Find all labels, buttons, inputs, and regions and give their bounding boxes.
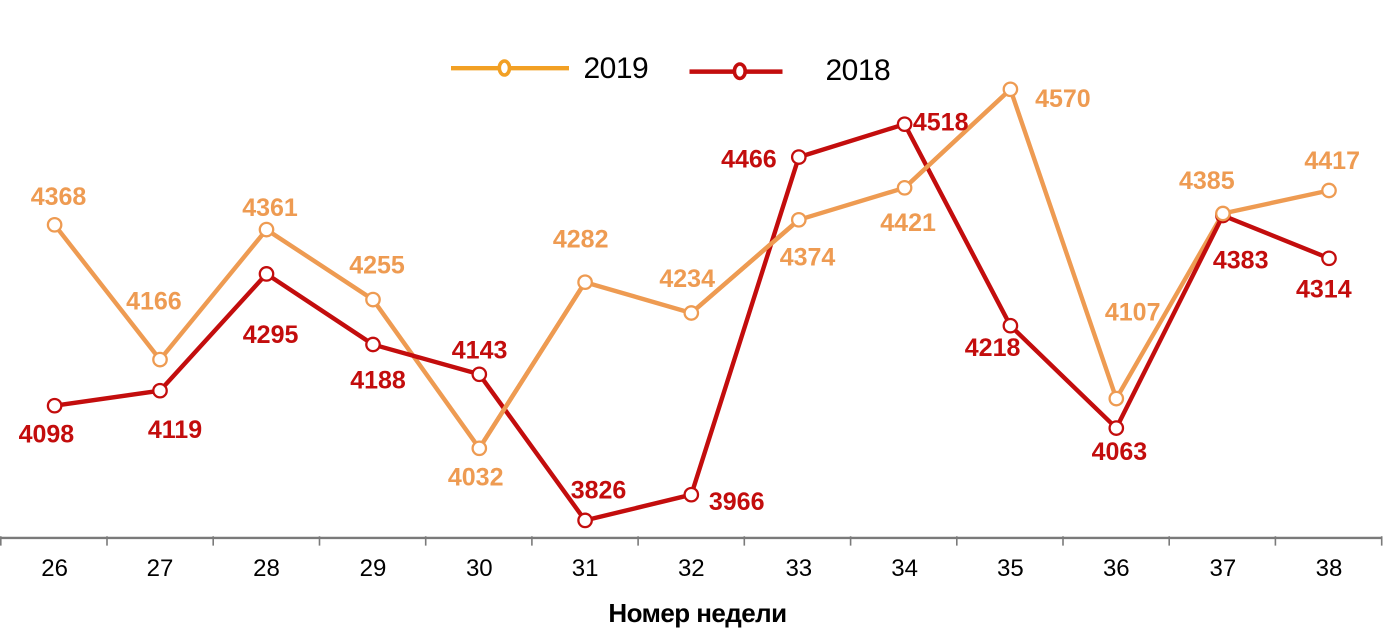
svg-text:3966: 3966 bbox=[709, 488, 765, 516]
svg-text:4295: 4295 bbox=[243, 321, 299, 349]
svg-text:4361: 4361 bbox=[242, 194, 298, 222]
svg-text:4314: 4314 bbox=[1296, 275, 1352, 303]
svg-text:4234: 4234 bbox=[659, 265, 715, 293]
svg-text:31: 31 bbox=[572, 555, 599, 582]
svg-text:4218: 4218 bbox=[965, 334, 1021, 362]
svg-text:4188: 4188 bbox=[350, 367, 406, 395]
svg-text:2019: 2019 bbox=[584, 52, 649, 85]
svg-text:4282: 4282 bbox=[553, 225, 609, 253]
svg-text:4374: 4374 bbox=[780, 244, 836, 272]
svg-text:35: 35 bbox=[997, 555, 1024, 582]
svg-text:37: 37 bbox=[1210, 555, 1237, 582]
svg-text:4143: 4143 bbox=[452, 337, 508, 365]
svg-text:4421: 4421 bbox=[880, 209, 936, 237]
svg-text:4518: 4518 bbox=[913, 109, 969, 137]
svg-text:26: 26 bbox=[41, 555, 68, 582]
svg-text:4063: 4063 bbox=[1092, 438, 1148, 466]
svg-text:2018: 2018 bbox=[826, 54, 891, 87]
svg-text:30: 30 bbox=[466, 555, 493, 582]
svg-text:32: 32 bbox=[678, 555, 705, 582]
svg-text:33: 33 bbox=[785, 555, 812, 582]
svg-text:4166: 4166 bbox=[126, 288, 182, 316]
svg-text:4032: 4032 bbox=[448, 464, 504, 492]
svg-text:4107: 4107 bbox=[1105, 298, 1161, 326]
svg-text:4383: 4383 bbox=[1213, 247, 1269, 275]
svg-text:4385: 4385 bbox=[1179, 167, 1235, 195]
svg-text:4466: 4466 bbox=[721, 145, 777, 173]
svg-text:3826: 3826 bbox=[571, 477, 627, 505]
svg-text:4417: 4417 bbox=[1304, 147, 1360, 175]
svg-text:4119: 4119 bbox=[148, 416, 202, 444]
svg-text:4570: 4570 bbox=[1035, 85, 1091, 113]
svg-text:28: 28 bbox=[253, 555, 280, 582]
svg-text:38: 38 bbox=[1316, 555, 1343, 582]
svg-text:4368: 4368 bbox=[31, 183, 87, 211]
svg-text:36: 36 bbox=[1103, 555, 1130, 582]
svg-text:34: 34 bbox=[891, 555, 918, 582]
svg-text:29: 29 bbox=[360, 555, 387, 582]
svg-text:27: 27 bbox=[147, 555, 174, 582]
svg-text:Номер недели: Номер недели bbox=[608, 598, 786, 628]
svg-text:4255: 4255 bbox=[349, 251, 405, 279]
svg-text:4098: 4098 bbox=[19, 421, 75, 449]
